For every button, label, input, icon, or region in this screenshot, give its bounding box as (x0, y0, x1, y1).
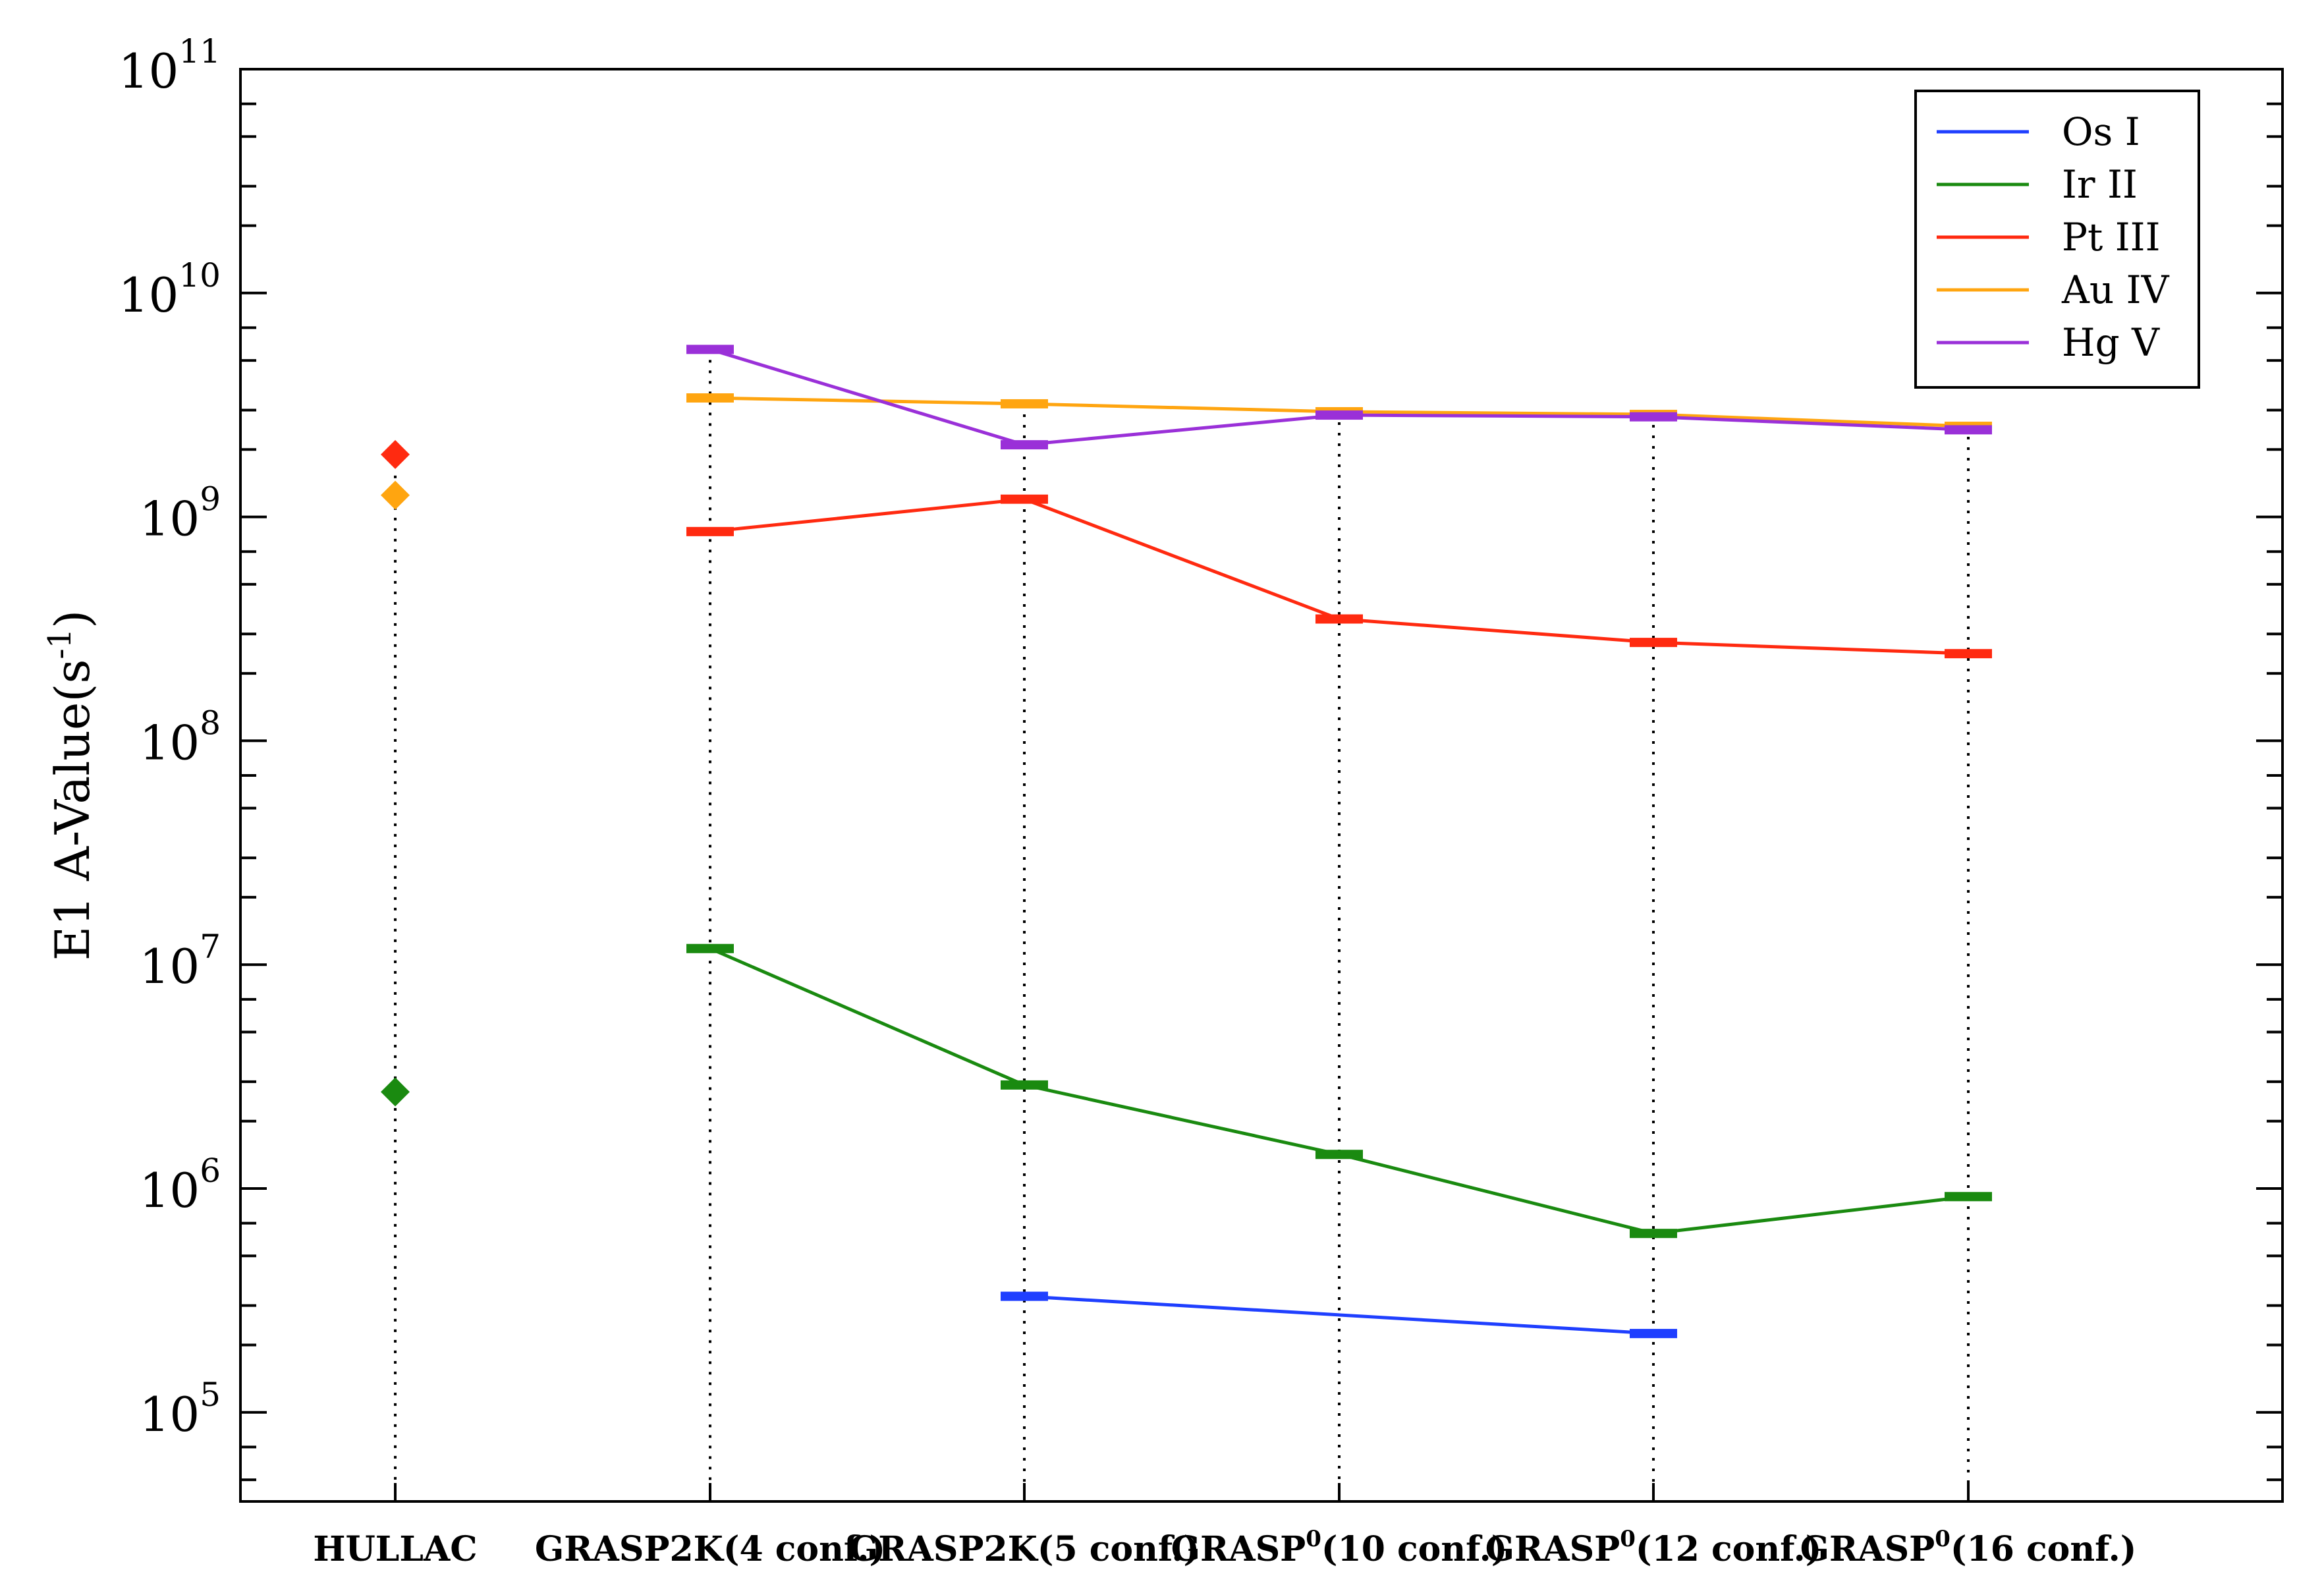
y-tick-label: 109 (140, 480, 221, 547)
data-point-bar (686, 526, 734, 536)
y-tick-label: 1010 (119, 256, 221, 323)
data-point-bar (1315, 614, 1363, 624)
data-point-bar (1630, 412, 1677, 422)
y-axis-title-main: E1 A-Value(s (45, 659, 100, 961)
y-tick-exp: 8 (200, 704, 221, 742)
y-tick-base: 10 (119, 267, 179, 323)
data-point-bar (1630, 1329, 1677, 1339)
legend-item: Au IV (1937, 267, 2170, 312)
data-point-diamond (381, 480, 410, 510)
y-tick-exp: 10 (179, 256, 221, 294)
data-point-bar (1630, 1229, 1677, 1239)
x-label-rest: (12 conf.) (1636, 1529, 1821, 1569)
legend-item: Hg V (1937, 320, 2160, 365)
data-point-bar (1315, 410, 1363, 420)
x-category-label: HULLAC (313, 1529, 477, 1569)
y-tick-base: 10 (140, 715, 200, 770)
series-line (709, 497, 1969, 656)
x-label-base: GRASP (1800, 1529, 1935, 1569)
series-pt-iii (381, 439, 1992, 659)
x-label-base: GRASP (1171, 1529, 1306, 1569)
data-point-bar (1315, 1150, 1363, 1160)
series-line (709, 947, 1969, 1235)
y-tick-exp: 6 (200, 1152, 221, 1190)
guides-layer (394, 349, 1970, 1501)
data-point-bar (686, 345, 734, 354)
legend-items: Os I Ir II Pt III Au IV Hg V (1937, 109, 2170, 365)
y-tick-exp: 11 (179, 32, 221, 70)
x-label-rest: (4 conf.) (723, 1529, 885, 1569)
series-ir-ii (381, 943, 1992, 1239)
legend: Os I Ir II Pt III Au IV Hg V (1914, 90, 2200, 389)
y-tick-exp: 9 (200, 480, 221, 518)
legend-label: Os I (2062, 109, 2140, 154)
series-au-iv (381, 393, 1992, 510)
data-point-bar (1001, 440, 1048, 450)
series-line (709, 347, 1969, 447)
series-layer (381, 345, 1992, 1339)
series-line (1024, 1295, 1654, 1335)
legend-item: Ir II (1937, 162, 2138, 207)
x-label-sup: 0 (1620, 1526, 1636, 1552)
data-point-bar (1001, 1080, 1048, 1090)
data-point-diamond (381, 439, 410, 469)
y-tick-label: 106 (140, 1152, 221, 1218)
data-point-bar (686, 943, 734, 953)
legend-label: Hg V (2062, 320, 2160, 365)
x-tick-labels: HULLAC GRASP2K(4 conf.)GRASP2K(5 conf.)GR… (313, 1526, 2136, 1569)
data-point-bar (1945, 425, 1992, 435)
y-tick-label: 107 (140, 928, 221, 994)
y-axis-title-close: ) (45, 610, 100, 629)
series-hg-v (686, 345, 1992, 450)
ticks-layer (240, 102, 2282, 1501)
data-point-diamond (381, 1077, 410, 1107)
x-category-label: GRASP0(16 conf.) (1800, 1526, 2137, 1569)
x-label-base: HULLAC (313, 1529, 477, 1569)
x-category-label: GRASP0(10 conf.) (1171, 1526, 1508, 1569)
data-point-bar (1001, 1291, 1048, 1301)
x-label-rest: (10 conf.) (1321, 1529, 1507, 1569)
data-point-bar (1630, 638, 1677, 648)
data-point-bar (686, 393, 734, 403)
x-label-base: GRASP2K (535, 1529, 725, 1569)
y-axis-title-sup: -1 (42, 629, 78, 659)
y-tick-base: 10 (119, 43, 179, 99)
data-point-bar (1001, 399, 1048, 408)
legend-label: Au IV (2061, 267, 2170, 312)
legend-item: Pt III (1937, 215, 2161, 260)
y-tick-base: 10 (140, 1163, 200, 1218)
data-point-bar (1945, 649, 1992, 659)
x-label-rest: (5 conf.) (1038, 1529, 1200, 1569)
x-label-sup: 0 (1935, 1526, 1950, 1552)
x-label-rest: (16 conf.) (1950, 1529, 2136, 1569)
y-axis-title: E1 A-Value(s-1) (42, 610, 100, 961)
x-category-label: GRASP0(12 conf.) (1485, 1526, 1822, 1569)
legend-label: Pt III (2062, 215, 2161, 260)
legend-label: Ir II (2062, 162, 2138, 207)
x-label-base: GRASP2K (849, 1529, 1039, 1569)
x-category-label: GRASP2K(5 conf.) (849, 1529, 1200, 1569)
plot-frame (239, 68, 2284, 1503)
y-tick-base: 10 (140, 491, 200, 547)
y-tick-exp: 5 (200, 1376, 221, 1414)
data-point-bar (1945, 1192, 1992, 1202)
x-category-label: GRASP2K(4 conf.) (535, 1529, 885, 1569)
x-label-base: GRASP (1485, 1529, 1620, 1569)
y-tick-base: 10 (140, 939, 200, 994)
y-tick-base: 10 (140, 1387, 200, 1442)
y-tick-label: 105 (140, 1376, 221, 1442)
legend-box (1914, 90, 2200, 389)
series-os-i (1001, 1291, 1677, 1339)
y-tick-label: 108 (140, 704, 221, 770)
legend-item: Os I (1937, 109, 2140, 154)
data-point-bar (1001, 494, 1048, 504)
x-label-sup: 0 (1306, 1526, 1321, 1552)
y-tick-label: 1011 (119, 32, 221, 99)
y-tick-exp: 7 (200, 928, 221, 966)
